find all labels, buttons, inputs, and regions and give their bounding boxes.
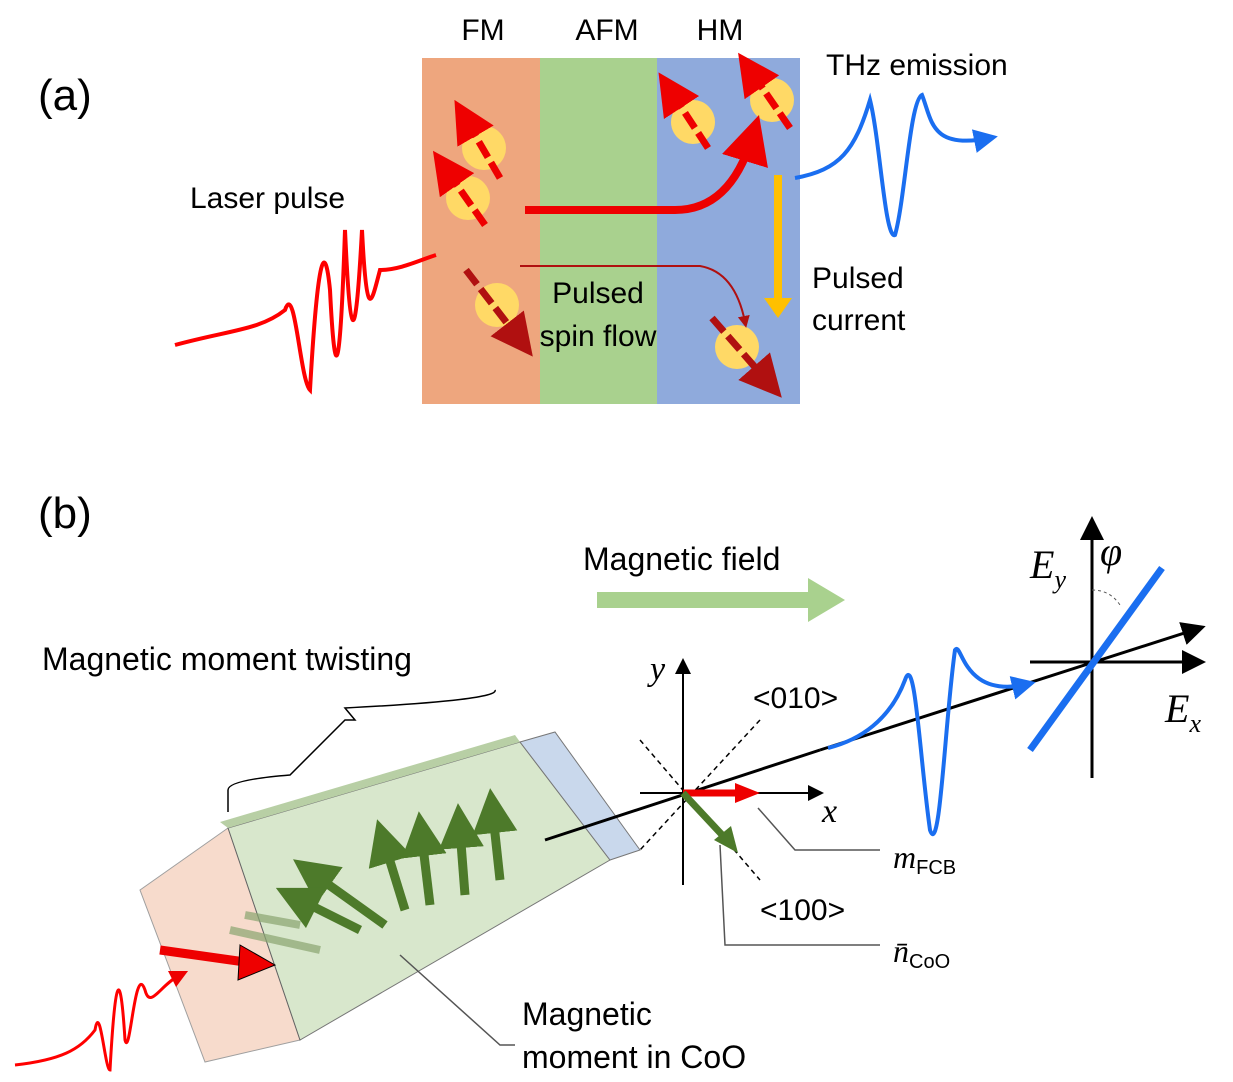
ey-label: Ey xyxy=(1029,542,1066,594)
m-arrow-head xyxy=(735,783,760,803)
field-arrow xyxy=(597,578,845,622)
twisting-label: Magnetic moment twisting xyxy=(42,641,412,677)
dir-010 xyxy=(640,720,760,850)
n-subscript: CoO xyxy=(909,951,950,973)
moment-label: Magnetic xyxy=(522,996,652,1032)
ex-symbol: E xyxy=(1164,686,1189,731)
laser-wave xyxy=(175,230,436,390)
laser-label: Laser pulse xyxy=(190,182,345,215)
m-leader xyxy=(758,808,880,850)
thz-wave xyxy=(795,95,990,235)
ex-subscript: x xyxy=(1188,709,1201,738)
n-symbol: n̄ xyxy=(893,933,909,969)
field-label: Magnetic field xyxy=(583,541,780,577)
laser-wave-b xyxy=(15,975,180,1070)
dir-label: <100> xyxy=(760,894,845,927)
m-symbol: m xyxy=(893,839,916,875)
thz-wave-b xyxy=(828,649,1028,834)
beam-line xyxy=(820,628,1200,750)
panel-label: (b) xyxy=(38,489,92,538)
layer-label: AFM xyxy=(575,14,638,47)
current-label: current xyxy=(812,304,906,337)
m-subscript: FCB xyxy=(916,857,956,879)
layer-label: HM xyxy=(697,14,744,47)
phi-label: φ xyxy=(1100,529,1122,574)
axis-label: x xyxy=(821,793,837,830)
polarization-line xyxy=(1030,568,1162,750)
dir-label: <010> xyxy=(753,682,838,715)
ex-label: Ex xyxy=(1164,686,1201,738)
moment-label: moment in CoO xyxy=(522,1039,746,1075)
n-arrow xyxy=(683,793,725,838)
thz-label: THz emission xyxy=(826,49,1008,82)
layer-label: FM xyxy=(461,14,504,47)
diagram: (a) FM AFM HM THz emission Laser pulse P… xyxy=(0,0,1233,1082)
m-label: mFCB xyxy=(893,839,956,879)
ey-symbol: E xyxy=(1029,542,1054,587)
fm-layer xyxy=(422,58,540,404)
current-label: Pulsed xyxy=(812,262,904,295)
panel-label: (a) xyxy=(38,71,92,120)
spin-flow-label: Pulsed xyxy=(552,277,644,310)
spin-flow-label: spin flow xyxy=(540,320,657,353)
axis-label: y xyxy=(647,651,666,688)
page: (a) FM AFM HM THz emission Laser pulse P… xyxy=(0,0,1233,1082)
n-label: n̄CoO xyxy=(893,933,950,973)
ey-subscript: y xyxy=(1051,565,1066,594)
phi-arc xyxy=(1092,590,1120,605)
